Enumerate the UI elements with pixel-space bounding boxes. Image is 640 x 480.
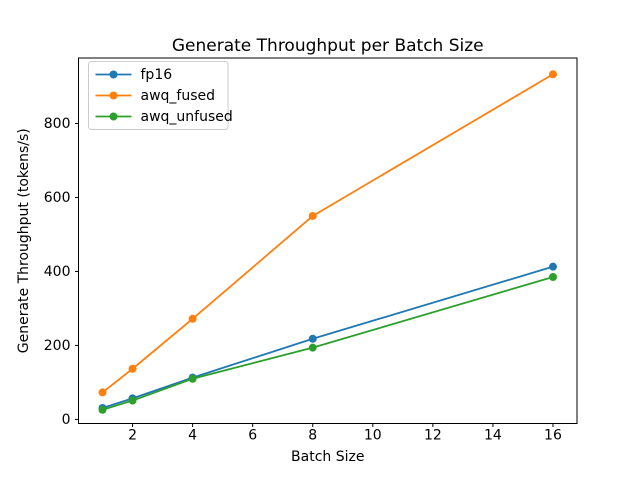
y-tick-label: 400 <box>44 264 71 280</box>
y-tick-label: 600 <box>44 190 71 206</box>
legend-marker-awq_fused <box>109 91 118 100</box>
legend-label-awq_fused: awq_fused <box>141 88 216 104</box>
y-tick-label: 0 <box>62 412 71 428</box>
y-tick-label: 200 <box>44 338 71 354</box>
data-point-awq_fused <box>98 388 107 397</box>
data-point-fp16 <box>548 262 557 271</box>
x-tick-label: 12 <box>424 428 442 444</box>
x-tick-label: 2 <box>128 428 137 444</box>
legend: fp16 awq_fused awq_unfused <box>88 61 233 130</box>
legend-marker-awq_unfused <box>109 112 118 121</box>
x-tick-label: 16 <box>544 428 562 444</box>
series-line-awq_unfused <box>102 276 554 411</box>
plot-border <box>78 57 578 424</box>
x-axis-label: Batch Size <box>291 449 364 465</box>
x-tick-label: 6 <box>248 428 257 444</box>
data-point-awq_fused <box>128 364 137 373</box>
data-series-layer <box>98 70 557 414</box>
axis-ticks: 2 4 6 8 10 12 14 16 0 200 400 600 800 <box>44 116 562 444</box>
legend-label-fp16: fp16 <box>141 67 173 83</box>
data-point-awq_unfused <box>308 343 317 352</box>
data-point-awq_unfused <box>128 396 137 405</box>
legend-label-awq_unfused: awq_unfused <box>141 109 233 125</box>
data-point-awq_unfused <box>98 405 107 414</box>
data-point-awq_fused <box>188 314 197 323</box>
chart-title: Generate Throughput per Batch Size <box>172 36 484 56</box>
data-point-awq_unfused <box>548 273 557 282</box>
x-tick-label: 10 <box>364 428 382 444</box>
x-tick-label: 4 <box>188 428 197 444</box>
y-tick-label: 800 <box>44 116 71 132</box>
y-axis-label: Generate Throughput (tokens/s) <box>16 128 32 353</box>
legend-box <box>88 61 229 130</box>
x-tick-label: 8 <box>308 428 317 444</box>
data-point-awq_unfused <box>188 374 197 383</box>
data-point-fp16 <box>308 334 317 343</box>
x-tick-label: 14 <box>484 428 502 444</box>
plot-spines <box>78 57 578 424</box>
data-point-awq_fused <box>308 211 317 220</box>
data-point-awq_fused <box>548 70 557 79</box>
legend-marker-fp16 <box>109 70 118 79</box>
